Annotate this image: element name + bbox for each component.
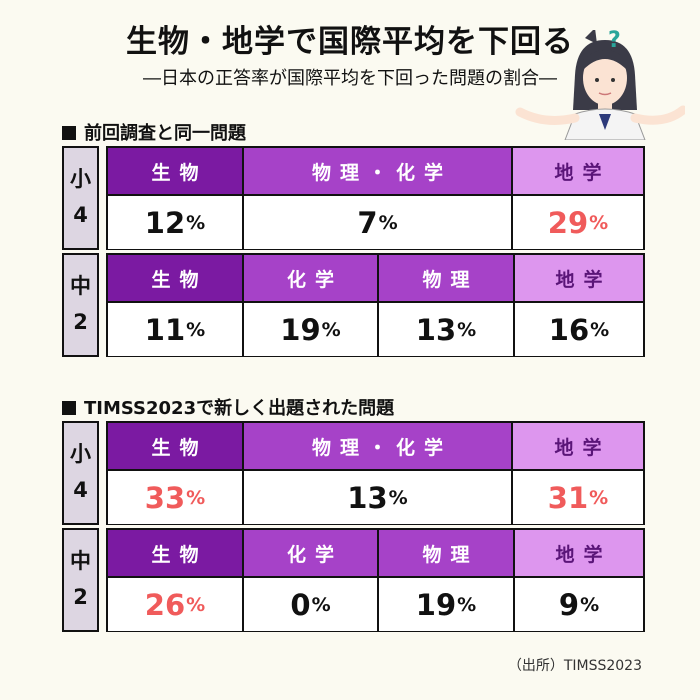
header-cell: 物理 <box>377 255 513 301</box>
header-cell: 物理・化学 <box>242 148 511 194</box>
value-cell: 12% <box>108 196 242 249</box>
section-title: 前回調査と同一問題 <box>62 119 246 145</box>
page-title: 生物・地学で国際平均を下回る <box>126 24 574 60</box>
value-cell-highlight: 31% <box>511 471 643 524</box>
header-cell: 物理・化学 <box>242 423 511 469</box>
value-cell-highlight: 33% <box>108 471 242 524</box>
header-cell: 生物 <box>108 148 242 194</box>
value-cell: 0% <box>242 578 377 631</box>
result-table: 生物 化学 物理 地学 11% 19% 13% 16% <box>106 253 645 357</box>
header-cell: 生物 <box>108 530 242 576</box>
header-cell: 化学 <box>242 255 377 301</box>
result-table: 生物 物理・化学 地学 33% 13% 31% <box>106 421 645 525</box>
header-cell: 生物 <box>108 255 242 301</box>
value-cell-highlight: 29% <box>511 196 643 249</box>
character-illustration <box>515 30 685 140</box>
value-cell: 7% <box>242 196 511 249</box>
question-mark-icon: ? <box>608 28 621 53</box>
bullet-square-icon <box>62 126 76 140</box>
header-cell: 生物 <box>108 423 242 469</box>
header-cell: 地学 <box>513 255 643 301</box>
source-note: （出所）TIMSS2023 <box>507 658 642 674</box>
value-cell: 16% <box>513 303 643 356</box>
value-cell: 11% <box>108 303 242 356</box>
header-cell: 物理 <box>377 530 513 576</box>
value-cell: 19% <box>377 578 513 631</box>
header-cell: 地学 <box>511 148 643 194</box>
result-table: 生物 物理・化学 地学 12% 7% 29% <box>106 146 645 250</box>
section-title: TIMSS2023で新しく出題された問題 <box>62 394 394 420</box>
value-cell: 9% <box>513 578 643 631</box>
result-table: 生物 化学 物理 地学 26% 0% 19% 9% <box>106 528 645 632</box>
bullet-square-icon <box>62 401 76 415</box>
value-cell-highlight: 26% <box>108 578 242 631</box>
header-cell: 化学 <box>242 530 377 576</box>
page-subtitle: ―日本の正答率が国際平均を下回った問題の割合― <box>143 68 557 89</box>
header-cell: 地学 <box>513 530 643 576</box>
value-cell: 19% <box>242 303 377 356</box>
header-cell: 地学 <box>511 423 643 469</box>
value-cell: 13% <box>242 471 511 524</box>
value-cell: 13% <box>377 303 513 356</box>
